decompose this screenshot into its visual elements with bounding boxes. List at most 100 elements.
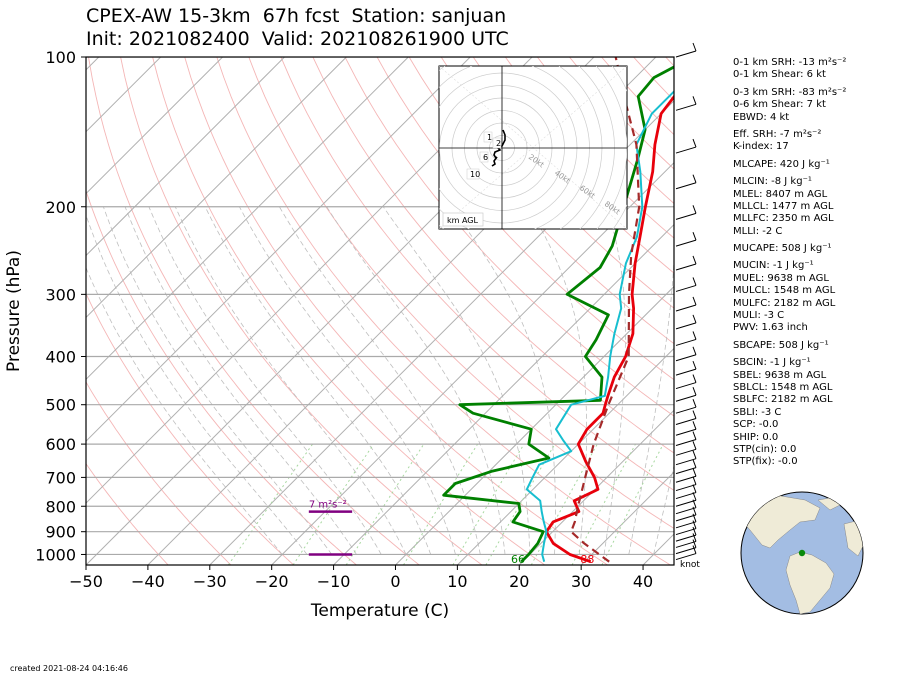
- y-axis-label: Pressure (hPa): [4, 250, 24, 372]
- moist-adiabat: [103, 206, 333, 555]
- wind-barb-shaft: [675, 428, 697, 436]
- wind-barb-shaft: [675, 484, 697, 492]
- wind-barb-shaft: [675, 182, 697, 190]
- wind-barb-shaft: [675, 540, 697, 548]
- wind-barb-flag: [692, 331, 697, 340]
- stat-line: SHIP: 0.0: [733, 431, 779, 443]
- surface-value-label: 88: [580, 553, 594, 566]
- x-tick-label: 40: [633, 572, 653, 591]
- wind-barb-flag: [692, 520, 697, 529]
- hodograph-height-label: 2: [496, 139, 501, 148]
- stat-line: SBLCL: 1548 m AGL: [733, 381, 833, 393]
- hodograph-diag: [439, 66, 627, 229]
- dry-adiabat: [472, 57, 674, 274]
- surface-value-label: 66: [511, 553, 525, 566]
- stat-line: SBLFC: 2182 m AGL: [733, 394, 833, 406]
- wind-barb-shaft: [675, 382, 697, 390]
- stat-line: 0-1 km Shear: 6 kt: [733, 69, 826, 81]
- wind-barbs: [675, 42, 697, 561]
- isotherm: [86, 57, 409, 381]
- isotherm: [395, 285, 674, 565]
- stat-line: SBCIN: -1 J kg⁻¹: [733, 357, 811, 369]
- wind-barb-flag: [692, 205, 697, 214]
- y-tick-label: 400: [45, 348, 76, 367]
- dry-adiabat: [440, 57, 674, 309]
- dry-adiabat: [280, 57, 674, 491]
- dry-adiabat: [152, 57, 545, 565]
- wind-barb-shaft: [675, 284, 697, 292]
- hodograph-height-label: 10: [470, 170, 480, 179]
- isotherm: [457, 347, 674, 565]
- wind-barb-shaft: [675, 547, 697, 555]
- x-tick-label: −50: [69, 572, 103, 591]
- wind-barb-shaft: [675, 521, 697, 529]
- wind-barb-flag: [692, 539, 697, 548]
- wind-barb-flag: [692, 513, 697, 522]
- dry-adiabat: [86, 462, 169, 565]
- wind-barb-shaft: [675, 239, 697, 247]
- mixing-ratio-line: [452, 443, 525, 565]
- stat-line: PWV: 1.63 inch: [733, 322, 808, 334]
- wind-barb-shaft: [675, 458, 697, 466]
- chart-title-line2: Init: 2021082400 Valid: 202108261900 UTC: [86, 28, 509, 50]
- wind-barb-shaft: [675, 528, 697, 536]
- wind-barb-flag: [692, 360, 697, 370]
- wind-barb-shaft: [675, 146, 697, 154]
- mixing-ratio-line: [601, 443, 664, 565]
- isotherm: [86, 57, 471, 442]
- moist-adiabat: [382, 206, 531, 555]
- x-tick-label: 0: [390, 572, 400, 591]
- srh-bar-label: 7 m²s⁻²: [309, 500, 347, 511]
- south-america-shape: [785, 551, 835, 614]
- isotherm: [333, 223, 674, 565]
- temperature-profile: [545, 94, 674, 564]
- isotherm: [209, 100, 674, 565]
- wind-barb-shaft: [675, 368, 697, 376]
- stat-line: MUCIN: -1 J kg⁻¹: [733, 260, 814, 272]
- y-tick-label: 700: [45, 468, 76, 487]
- stat-line: STP(cin): 0.0: [733, 443, 797, 455]
- wind-barb-shaft: [675, 553, 697, 561]
- dry-adiabat: [86, 189, 357, 565]
- wind-barb-flag: [692, 231, 697, 241]
- stat-line: MUCAPE: 508 J kg⁻¹: [733, 243, 832, 255]
- wind-barb-shaft: [675, 514, 697, 522]
- wind-barb-flag: [692, 410, 697, 419]
- wind-barb-flag: [692, 476, 697, 485]
- wind-barb-shaft: [675, 499, 697, 507]
- stat-line: MLLI: -2 C: [733, 225, 783, 237]
- x-tick-label: 30: [571, 572, 591, 591]
- stat-line: EBWD: 4 kt: [733, 111, 790, 123]
- wind-barb-shaft: [675, 103, 697, 111]
- chart-title-line1: CPEX-AW 15-3km 67h fcst Station: sanjuan: [86, 5, 507, 27]
- wind-barb-flag: [692, 277, 697, 286]
- wind-barb-shaft: [675, 304, 697, 312]
- station-marker: [798, 549, 806, 557]
- y-tick-label: 300: [45, 285, 76, 304]
- x-tick-label: −30: [193, 572, 227, 591]
- wind-barb-shaft: [675, 448, 697, 456]
- stat-line: MLEL: 8407 m AGL: [733, 188, 828, 200]
- dewpoint-profile: [442, 65, 674, 563]
- dry-adiabat: [344, 57, 674, 417]
- isotherm: [86, 57, 285, 257]
- wind-barb-shaft: [675, 534, 697, 542]
- stat-line: MLLCL: 1477 m AGL: [733, 200, 834, 212]
- isotherm: [518, 409, 674, 565]
- wind-barb-unit-label: knot: [680, 560, 700, 570]
- wind-barb-shaft: [675, 507, 697, 515]
- wind-barb-shaft: [675, 492, 697, 500]
- wind-barb-flag: [692, 484, 697, 493]
- stat-line: MLLFC: 2350 m AGL: [733, 213, 834, 225]
- location-globe: [740, 491, 864, 615]
- y-tick-label: 1000: [35, 545, 76, 564]
- y-tick-label: 100: [45, 48, 76, 67]
- moist-adiabat: [653, 464, 674, 555]
- wind-barb-flag: [692, 346, 697, 355]
- dry-adiabat: [248, 57, 674, 530]
- isotherm: [86, 57, 162, 133]
- stat-line: SCP: -0.0: [733, 419, 779, 431]
- parcel-profile: [570, 57, 641, 563]
